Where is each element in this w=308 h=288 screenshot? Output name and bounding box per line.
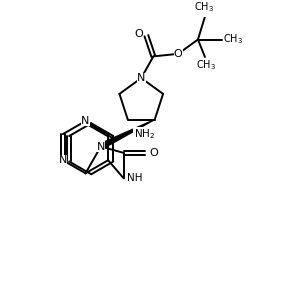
Text: NH: NH	[127, 173, 143, 183]
Text: O: O	[174, 49, 183, 59]
Text: O: O	[134, 29, 143, 39]
Text: N: N	[59, 155, 67, 165]
Text: CH$_3$: CH$_3$	[194, 0, 214, 14]
Text: NH$_2$: NH$_2$	[134, 127, 155, 141]
Polygon shape	[99, 120, 155, 149]
Text: O: O	[149, 148, 158, 158]
Text: CH$_3$: CH$_3$	[196, 59, 216, 72]
Text: N: N	[137, 73, 145, 83]
Text: CH$_3$: CH$_3$	[223, 33, 243, 46]
Text: N: N	[81, 116, 90, 126]
Text: N: N	[97, 141, 105, 151]
